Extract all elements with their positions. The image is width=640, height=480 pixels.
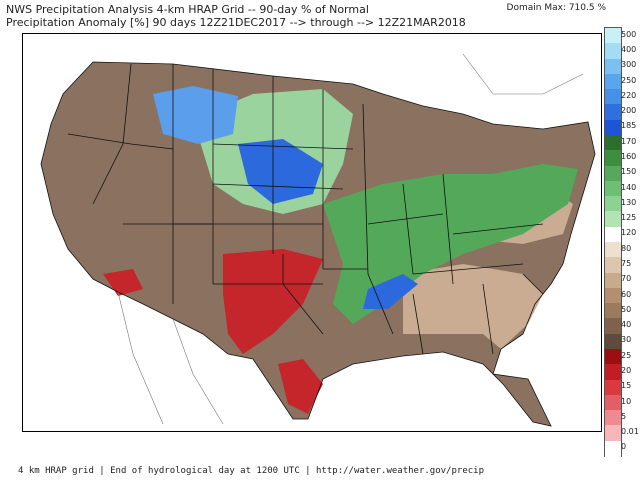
legend-swatch [605,364,621,381]
legend-tick-label: 130 [621,197,637,207]
legend-swatch [605,303,621,320]
legend-tick-label: 5 [621,411,627,421]
legend-tick-label: 125 [621,213,637,223]
legend-tick-label: 10 [621,396,632,406]
state-borders [40,61,596,427]
legend-tick-label: 170 [621,136,637,146]
legend-tick-label: 0 [621,442,627,452]
legend-tick-label: 0.01 [621,427,639,437]
legend-tick-label: 25 [621,350,632,360]
legend-tick-label: 250 [621,75,637,85]
legend-tick-label: 70 [621,274,632,284]
neighbor-outlines [117,53,584,425]
legend-tick-label: 220 [621,90,637,100]
legend-tick-label: 400 [621,44,637,54]
legend-swatch [605,440,621,457]
legend-swatch [605,119,621,136]
legend-swatch [605,257,621,274]
legend-tick-label: 30 [621,335,632,345]
legend-swatch [605,104,621,121]
legend-swatch [605,180,621,197]
legend-swatch [605,135,621,151]
legend-tick-label: 75 [621,258,632,268]
legend-tick-label: 160 [621,151,637,161]
legend-swatch [605,196,621,213]
very-dry-texas [278,359,323,414]
legend-tick-label: 50 [621,304,632,314]
legend-swatch [605,410,621,427]
legend-swatch [605,379,621,396]
legend-tick-label: 300 [621,60,637,70]
very-dry-arizona [103,269,143,296]
very-dry-southwest [223,249,323,354]
legend-swatch [605,73,621,90]
legend-tick-label: 120 [621,228,637,238]
legend-tick-label: 200 [621,106,637,116]
very-wet-ohio-valley [363,274,418,309]
legend-tick-label: 140 [621,182,637,192]
dry-area-east [403,264,543,349]
legend-swatch [605,242,621,258]
legend-tick-label: 20 [621,365,632,375]
legend-swatch [605,272,621,289]
legend-swatch [605,211,621,228]
legend-swatch [605,58,621,75]
legend-tick-label: 15 [621,381,632,391]
title-line-1: NWS Precipitation Analysis 4-km HRAP Gri… [6,3,369,16]
legend-swatch [605,150,621,167]
legend-swatch [605,165,621,182]
legend-swatch [605,318,621,335]
title-line-2: Precipitation Anomaly [%] 90 days 12Z21D… [6,16,466,29]
legend-tick-label: 80 [621,243,632,253]
legend-swatch [605,89,621,106]
map-panel [22,33,602,432]
precipitation-map [40,53,596,427]
footer-note: 4 km HRAP grid | End of hydrological day… [18,466,484,476]
legend-tick-label: 40 [621,320,632,330]
color-legend [604,27,622,457]
legend-tick-label: 60 [621,289,632,299]
domain-max: Domain Max: 710.5 % [506,3,606,13]
legend-swatch [605,425,621,442]
legend-swatch [605,287,621,304]
legend-tick-label: 150 [621,167,637,177]
legend-swatch [605,333,621,350]
legend-swatch [605,43,621,60]
very-wet-montana [153,86,238,144]
legend-swatch [605,394,621,411]
legend-tick-label: 185 [621,121,637,131]
legend-swatch [605,28,621,44]
us-landmass [41,62,595,426]
legend-swatch [605,349,621,365]
legend-tick-label: 500 [621,29,637,39]
legend-swatch [605,226,621,243]
